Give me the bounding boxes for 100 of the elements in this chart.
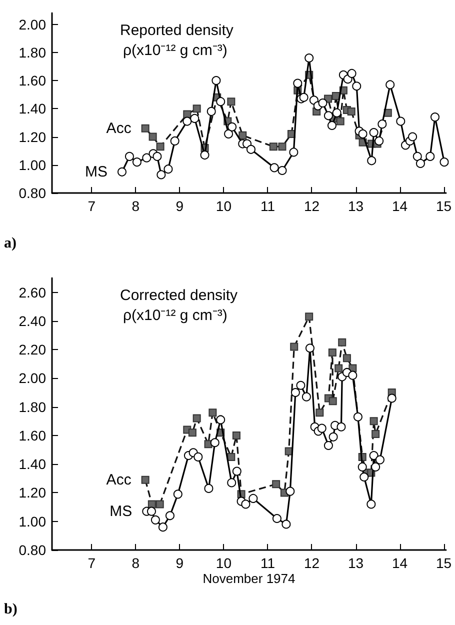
x-tick-label: 15 xyxy=(436,555,452,571)
x-tick-label: 11 xyxy=(260,555,276,571)
point xyxy=(156,142,164,151)
point xyxy=(332,108,342,118)
point xyxy=(374,136,384,146)
point xyxy=(150,515,160,524)
y-tick-label: 1.20 xyxy=(18,484,46,501)
point xyxy=(188,428,196,437)
point xyxy=(305,312,314,321)
point xyxy=(282,520,291,529)
point xyxy=(227,452,236,461)
point xyxy=(386,80,395,90)
x-tick-label: 8 xyxy=(132,198,140,214)
point xyxy=(342,354,351,362)
point xyxy=(348,370,358,380)
y-axis-title: ρ(x10⁻¹² g cm⁻³) xyxy=(123,42,228,59)
point xyxy=(164,164,173,174)
point xyxy=(192,414,201,422)
point xyxy=(190,114,200,123)
point xyxy=(248,494,258,503)
point xyxy=(192,104,201,113)
point xyxy=(141,124,150,132)
x-tick-label: 7 xyxy=(88,555,96,571)
point xyxy=(408,132,418,142)
point xyxy=(440,158,449,167)
point xyxy=(316,408,324,417)
y-tick-label: 1.60 xyxy=(18,427,46,444)
y-tick-label: 0.80 xyxy=(18,542,46,558)
point xyxy=(227,98,236,106)
x-tick-label: 12 xyxy=(304,198,320,214)
point xyxy=(142,153,152,162)
point xyxy=(396,116,406,126)
point xyxy=(327,121,336,130)
point xyxy=(328,432,338,442)
point xyxy=(210,438,220,448)
point xyxy=(324,440,333,450)
point xyxy=(152,152,162,161)
point xyxy=(375,455,384,464)
point xyxy=(378,120,387,129)
y-tick-label: 2.40 xyxy=(18,312,46,329)
point xyxy=(272,514,282,524)
point xyxy=(304,54,314,62)
y-tick-label: 1.60 xyxy=(18,72,46,88)
y-tick-label: 2.00 xyxy=(18,370,46,386)
point xyxy=(370,417,378,426)
text: Reported density xyxy=(120,22,234,39)
point xyxy=(148,132,157,141)
x-tick-label: 15 xyxy=(436,198,452,214)
point xyxy=(290,388,300,398)
point xyxy=(204,484,214,493)
x-tick-label: 14 xyxy=(392,555,408,571)
point xyxy=(232,466,242,476)
y-tick-label: 1.40 xyxy=(18,456,46,472)
x-tick-label: 11 xyxy=(260,198,276,214)
point xyxy=(317,424,326,433)
point xyxy=(147,506,156,516)
point xyxy=(328,397,337,406)
point xyxy=(227,478,236,488)
point xyxy=(305,344,314,353)
y-tick-label: 1.80 xyxy=(18,44,46,60)
point xyxy=(272,480,280,488)
point xyxy=(208,408,217,417)
text: a) xyxy=(4,236,16,252)
point xyxy=(358,462,367,472)
y-tick-label: 1.40 xyxy=(18,100,46,117)
x-tick-label: 13 xyxy=(348,555,364,571)
point xyxy=(328,348,336,356)
x-tick-label: 10 xyxy=(216,555,232,571)
point xyxy=(412,152,422,161)
y-tick-label: 2.00 xyxy=(18,16,46,32)
point xyxy=(228,122,237,132)
point xyxy=(302,392,311,402)
point xyxy=(318,98,328,108)
point xyxy=(165,511,174,520)
series-label: Acc xyxy=(106,120,132,137)
point xyxy=(278,166,287,175)
point xyxy=(194,452,203,462)
point xyxy=(369,451,378,460)
point xyxy=(232,431,240,440)
point xyxy=(353,412,362,422)
series-label: MS xyxy=(84,163,108,180)
y-axis-title: ρ(x10⁻¹² g cm⁻³) xyxy=(123,307,228,324)
point xyxy=(352,82,362,91)
point xyxy=(336,117,344,126)
x-tick-label: 8 xyxy=(132,555,140,571)
text: b) xyxy=(4,602,18,618)
point xyxy=(224,129,234,138)
point xyxy=(170,136,180,146)
point xyxy=(372,430,380,438)
point xyxy=(299,92,308,102)
y-tick-label: 0.80 xyxy=(18,185,46,201)
point xyxy=(182,116,192,126)
point xyxy=(156,500,164,508)
series-label: Acc xyxy=(106,471,132,488)
y-tick-label: 2.20 xyxy=(18,342,46,358)
point xyxy=(358,129,368,138)
point xyxy=(416,158,425,168)
point xyxy=(387,394,396,403)
point xyxy=(426,152,435,161)
point xyxy=(270,163,279,172)
